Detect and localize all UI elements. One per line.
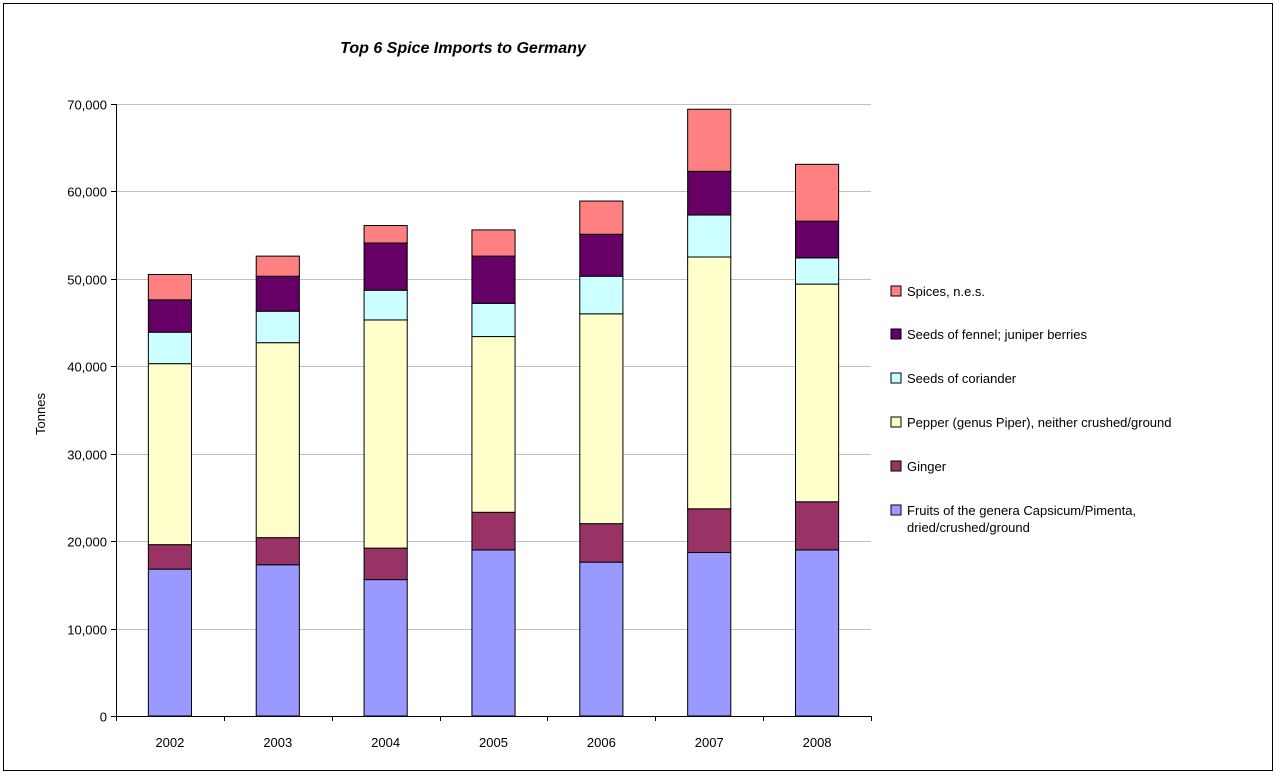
- bar-segment: [363, 579, 408, 717]
- y-tick-label: 20,000: [67, 535, 107, 550]
- bar-segment: [147, 363, 193, 546]
- legend-label: Seeds of coriander: [907, 371, 1017, 386]
- bar-segment: [795, 163, 840, 222]
- chart-border: [3, 3, 1273, 771]
- x-tick-label: 2008: [803, 735, 832, 750]
- x-tick-label: 2005: [479, 735, 508, 750]
- legend-label: Spices, n.e.s.: [907, 284, 985, 299]
- legend-label: dried/crushed/ground: [907, 520, 1030, 535]
- bar-segment: [795, 501, 840, 551]
- bar-segment: [363, 319, 408, 549]
- y-axis-label: Tonnes: [33, 393, 48, 435]
- bar-segment: [255, 564, 300, 717]
- bar-segment: [255, 255, 300, 277]
- chart-title: Top 6 Spice Imports to Germany: [340, 40, 587, 57]
- bar-segment: [255, 342, 300, 539]
- legend-swatch: [890, 285, 902, 297]
- bar-segment: [255, 275, 300, 312]
- bar-segment: [687, 108, 732, 172]
- bar-segment: [147, 299, 193, 333]
- bars: [147, 108, 840, 717]
- bar-segment: [579, 313, 624, 525]
- bar-segment: [471, 511, 516, 551]
- bar-segment: [795, 549, 840, 717]
- bar-segment: [363, 225, 408, 244]
- y-tick-label: 30,000: [67, 448, 107, 463]
- bar-segment: [471, 336, 516, 513]
- bar-segment: [795, 283, 840, 503]
- legend-label: Ginger: [907, 459, 947, 474]
- bar-segment: [255, 310, 300, 344]
- x-tick-label: 2007: [695, 735, 724, 750]
- bar-segment: [471, 229, 516, 257]
- bar-segment: [579, 523, 624, 563]
- bar-segment: [147, 568, 193, 717]
- legend-label: Fruits of the genera Capsicum/Pimenta,: [907, 503, 1136, 518]
- bar-segment: [363, 289, 408, 321]
- x-tick-label: 2006: [587, 735, 616, 750]
- bar-segment: [471, 255, 516, 304]
- legend: Spices, n.e.s. Seeds of fennel; juniper b…: [890, 284, 1172, 535]
- chart-frame: Top 6 Spice Imports to Germany Tonnes 0 1…: [3, 3, 1273, 771]
- bar-segment: [147, 273, 193, 301]
- bar-segment: [687, 256, 732, 510]
- bar-segment: [687, 508, 732, 554]
- bar-segment: [579, 200, 624, 235]
- x-tick-label: 2002: [155, 735, 184, 750]
- y-tick-label: 40,000: [67, 360, 107, 375]
- x-tick-label: 2003: [263, 735, 292, 750]
- bar-segment: [363, 242, 408, 291]
- bar-segment: [579, 561, 624, 717]
- y-tick-label: 0: [100, 710, 107, 725]
- bar-segment: [363, 547, 408, 581]
- bar-segment: [579, 233, 624, 277]
- bar-segment: [795, 220, 840, 259]
- bar-segment: [471, 302, 516, 338]
- bar-segment: [147, 331, 193, 365]
- legend-swatch: [890, 416, 902, 428]
- bar-segment: [255, 537, 300, 566]
- bar-segment: [687, 214, 732, 258]
- y-tick-label: 60,000: [67, 185, 107, 200]
- stacked-bar-chart: Top 6 Spice Imports to Germany Tonnes 0 1…: [3, 3, 1273, 771]
- y-tick-label: 10,000: [67, 623, 107, 638]
- legend-swatch: [890, 328, 902, 340]
- bar-segment: [795, 257, 840, 285]
- bar-segment: [687, 170, 732, 216]
- legend-label: Seeds of fennel; juniper berries: [907, 327, 1087, 342]
- bar-segment: [147, 544, 193, 570]
- legend-swatch: [890, 372, 902, 384]
- x-tick-label: 2004: [371, 735, 400, 750]
- bar-segment: [687, 552, 732, 717]
- bar-segment: [471, 549, 516, 717]
- legend-label: Pepper (genus Piper), neither crushed/gr…: [907, 415, 1172, 430]
- bar-segment: [579, 275, 624, 315]
- axes: 0 10,000 20,000 30,000 40,000 50,000 60,000 70,…: [67, 98, 872, 750]
- legend-swatch: [890, 504, 902, 516]
- y-tick-label: 70,000: [67, 98, 107, 113]
- legend-swatch: [890, 460, 902, 472]
- y-tick-label: 50,000: [67, 273, 107, 288]
